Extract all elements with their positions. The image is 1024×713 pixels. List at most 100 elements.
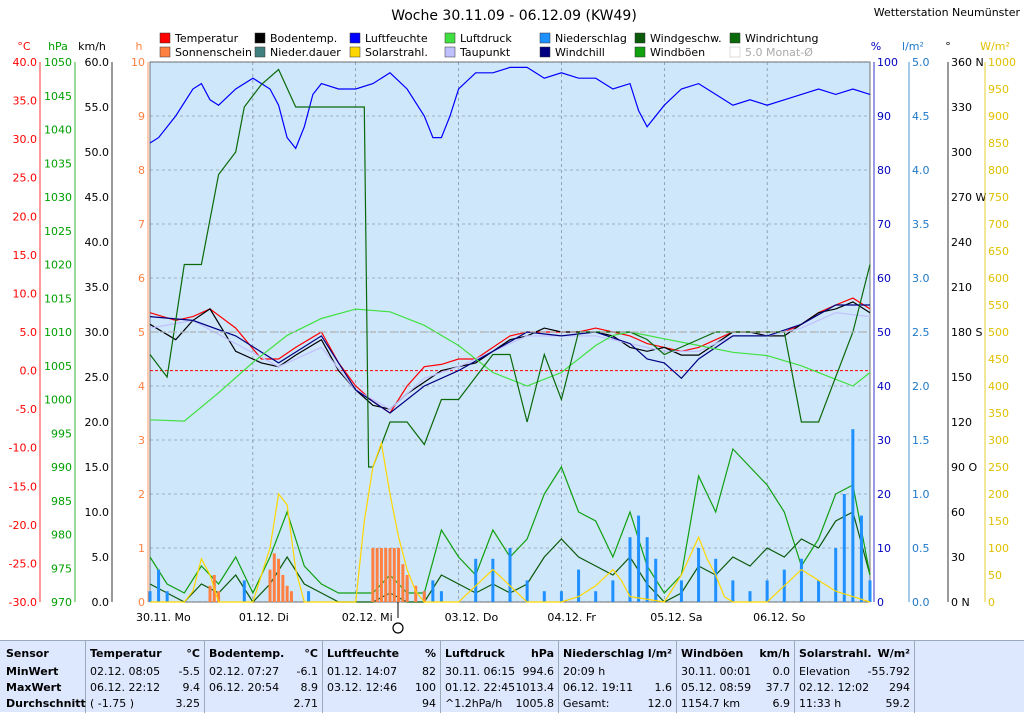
- stats-header: Luftdruck: [445, 647, 505, 660]
- tick-temp-13: -25.0: [9, 557, 37, 570]
- tick-solar-0: 1000: [988, 56, 1016, 69]
- tick-wind-12: 0.0: [92, 596, 110, 609]
- bar-9-29: [799, 558, 803, 602]
- series-layer: [148, 66, 872, 603]
- legend-swatch-3: [254, 46, 266, 58]
- sensor-header: Sensor: [6, 647, 49, 660]
- legend-label-9: Windchill: [555, 46, 605, 59]
- bar-9-1: [157, 569, 161, 602]
- stats-header: Windböen: [681, 647, 744, 660]
- tick-pressure-4: 1030: [44, 191, 72, 204]
- stats-unit: %: [424, 647, 436, 660]
- bar-10-17: [405, 575, 409, 602]
- tick-pressure-14: 980: [51, 529, 72, 542]
- bar-9-19: [637, 515, 641, 602]
- legend-swatch-11: [634, 46, 646, 58]
- tick-humidity-1: 90: [877, 110, 891, 123]
- tick-temp-1: 35.0: [13, 95, 38, 108]
- legend-swatch-4: [349, 32, 361, 44]
- stats-row: 30.11. 06:15 994.6: [445, 665, 554, 679]
- tick-rain-2: 4.0: [912, 164, 930, 177]
- stats-row: 06.12. 20:54 8.9: [209, 681, 318, 695]
- row-label-min: MinWert: [6, 665, 59, 678]
- stats-time: Elevation: [799, 665, 851, 678]
- bar-10-0: [208, 585, 212, 602]
- bar-9-27: [765, 580, 769, 602]
- row-label-max: MaxWert: [6, 681, 62, 694]
- stats-row: 20:09 h: [563, 665, 672, 679]
- stats-unit: °C: [304, 647, 318, 660]
- stats-column-4: Niederschlag l/m² 20:09 h 06.12. 19:11 1.6 Ge…: [559, 641, 677, 713]
- bar-9-22: [679, 580, 683, 602]
- tick-rain-0: 5.0: [912, 56, 930, 69]
- stats-time: 02.12. 12:02: [799, 681, 870, 694]
- bar-10-16: [401, 564, 405, 602]
- stats-value: 294: [889, 681, 910, 694]
- bar-9-7: [431, 580, 435, 602]
- axis-unit-rain: l/m²: [902, 40, 924, 53]
- tick-humidity-2: 80: [877, 164, 891, 177]
- legend-label-2: Bodentemp.: [270, 32, 337, 45]
- tick-solar-5: 750: [988, 191, 1009, 204]
- tick-solar-17: 150: [988, 515, 1009, 528]
- tick-hours-1: 9: [138, 110, 145, 123]
- bar-9-24: [714, 558, 718, 602]
- bar-9-20: [645, 537, 649, 602]
- tick-humidity-0: 100: [877, 56, 898, 69]
- stats-unit: km/h: [759, 647, 790, 660]
- stats-unit: hPa: [530, 647, 554, 660]
- stats-time: 30.11. 00:01: [681, 665, 752, 678]
- legend-label-11: Windböen: [650, 46, 705, 59]
- stats-value: 1.6: [654, 681, 673, 694]
- bar-9-21: [654, 558, 658, 602]
- tick-rain-9: 0.5: [912, 542, 930, 555]
- stats-header: Luftfeuchte: [327, 647, 400, 660]
- stats-value: 994.6: [522, 665, 555, 678]
- bar-9-26: [748, 591, 752, 602]
- tick-wind-2: 50.0: [85, 146, 110, 159]
- tick-hours-6: 4: [138, 380, 145, 393]
- stats-time: 02.12. 08:05: [90, 665, 161, 678]
- stats-value: 94: [422, 697, 436, 710]
- tick-wind-4: 40.0: [85, 236, 110, 249]
- legend-label-3: Nieder.dauer: [270, 46, 341, 59]
- stats-value: 59.2: [885, 697, 911, 710]
- bar-9-30: [817, 580, 821, 602]
- stats-value: -6.1: [296, 665, 318, 678]
- tick-direction-5: 210: [951, 281, 972, 294]
- tick-wind-11: 5.0: [92, 551, 110, 564]
- bar-9-17: [611, 580, 615, 602]
- tick-solar-10: 500: [988, 326, 1009, 339]
- tick-pressure-8: 1010: [44, 326, 72, 339]
- tick-wind-5: 35.0: [85, 281, 110, 294]
- legend-label-10: Windgeschw.: [650, 32, 722, 45]
- tick-rain-6: 2.0: [912, 380, 930, 393]
- stats-time: 06.12. 20:54: [209, 681, 280, 694]
- tick-temp-6: 10.0: [13, 287, 38, 300]
- stats-value: 100: [415, 681, 436, 694]
- stats-row: 2.71: [209, 697, 319, 711]
- bar-10-6: [281, 575, 285, 602]
- tick-hours-4: 6: [138, 272, 145, 285]
- stats-unit: l/m²: [647, 647, 672, 660]
- tick-pressure-0: 1050: [44, 56, 72, 69]
- tick-solar-8: 600: [988, 272, 1009, 285]
- stats-value: 37.7: [765, 681, 791, 694]
- stats-row: 30.11. 00:01 0.0: [681, 665, 790, 679]
- stats-column-2: Luftfeuchte% 01.12. 14:07 82 03.12. 12:46 10…: [323, 641, 441, 713]
- axis-unit-solar: W/m²: [980, 40, 1010, 53]
- bar-10-15: [397, 548, 401, 602]
- bar-10-14: [392, 548, 396, 602]
- tick-pressure-16: 970: [51, 596, 72, 609]
- bar-9-9: [474, 558, 478, 602]
- series-5: [149, 66, 871, 150]
- axis-unit-temp: °C: [17, 40, 31, 53]
- stats-row: ^1.2hPa/h 1005.8: [445, 697, 554, 711]
- legend-label-5: Solarstrahl.: [365, 46, 428, 59]
- stats-value: 0.0: [772, 665, 791, 678]
- bar-9-23: [697, 548, 701, 602]
- tick-solar-12: 400: [988, 380, 1009, 393]
- tick-pressure-7: 1015: [44, 292, 72, 305]
- bar-9-25: [731, 580, 735, 602]
- tick-solar-9: 550: [988, 299, 1009, 312]
